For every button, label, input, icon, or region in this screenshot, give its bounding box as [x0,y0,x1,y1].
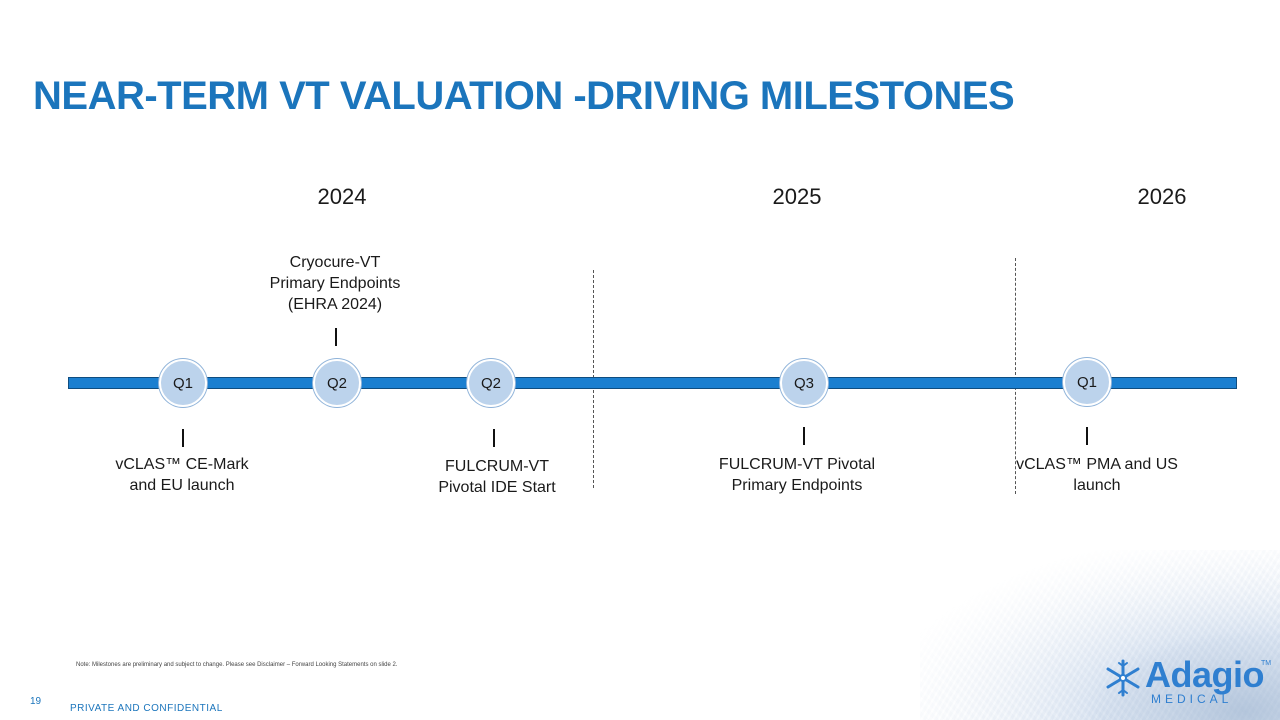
year-2026-label: 2026 [1137,184,1187,209]
adagio-logo: Adagio TM MEDICAL [1103,654,1273,706]
milestone-vclas-pma: vCLAS™ PMA and US launch [1016,456,1178,494]
slide-title: NEAR-TERM VT VALUATION -DRIVING MILESTON… [33,74,1015,118]
milestone-vclas-ce-mark: vCLAS™ CE-Mark and EU launch [115,456,249,494]
milestone-fulcrum-vt-ide: FULCRUM-VT Pivotal IDE Start [438,458,556,496]
milestone-cryocure-vt: Cryocure-VT Primary Endpoints (EHRA 2024… [269,254,401,313]
milestone-tick-vclas-pma [1086,427,1088,445]
timeline-bar [68,377,1237,389]
page-number: 19 [30,696,42,707]
milestone-tick-fulcrum-ide [493,429,495,447]
footnote: Note: Milestones are preliminary and sub… [76,662,398,668]
logo-wordmark: Adagio [1145,654,1265,695]
quarter-marker-q3-2025: Q3 [780,359,828,407]
frost-background-corner [920,550,1280,720]
logo-subtitle: MEDICAL [1151,692,1233,706]
logo-trademark: TM [1261,660,1272,667]
snowflake-icon [1106,659,1140,697]
year-2025-label: 2025 [772,184,822,209]
quarter-marker-q2-2024: Q2 [313,359,361,407]
milestone-fulcrum-vt-endpoints: FULCRUM-VT Pivotal Primary Endpoints [718,456,876,494]
milestone-tick-vclas-ce [182,429,184,447]
quarter-marker-q1-2026: Q1 [1063,358,1111,406]
milestone-tick-fulcrum-endpoints [803,427,805,445]
year-2024-label: 2024 [317,184,367,209]
milestone-tick-cryocure [335,328,337,346]
confidential-label: PRIVATE AND CONFIDENTIAL [70,703,223,714]
quarter-marker-q1-2024: Q1 [159,359,207,407]
quarter-marker-q2-2024-b: Q2 [467,359,515,407]
year-divider-2025-2026 [1015,258,1016,494]
